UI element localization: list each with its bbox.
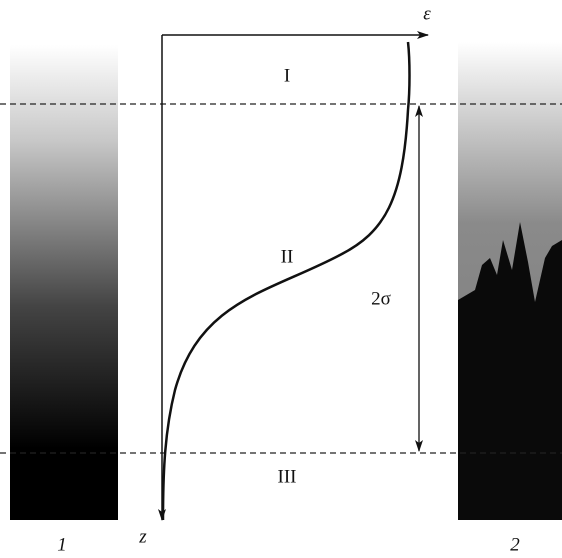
panel-label: 1 [57, 534, 67, 555]
axis-label: z [138, 526, 147, 547]
panel-2 [458, 42, 562, 520]
axis-label: ε [423, 3, 431, 24]
panel-1 [10, 45, 118, 520]
profile-curve [161, 41, 411, 521]
width-label: 2σ [371, 288, 391, 309]
region-label: III [278, 466, 297, 487]
region-label: II [281, 246, 294, 267]
region-label: I [284, 65, 290, 86]
panel-label: 2 [510, 534, 520, 555]
